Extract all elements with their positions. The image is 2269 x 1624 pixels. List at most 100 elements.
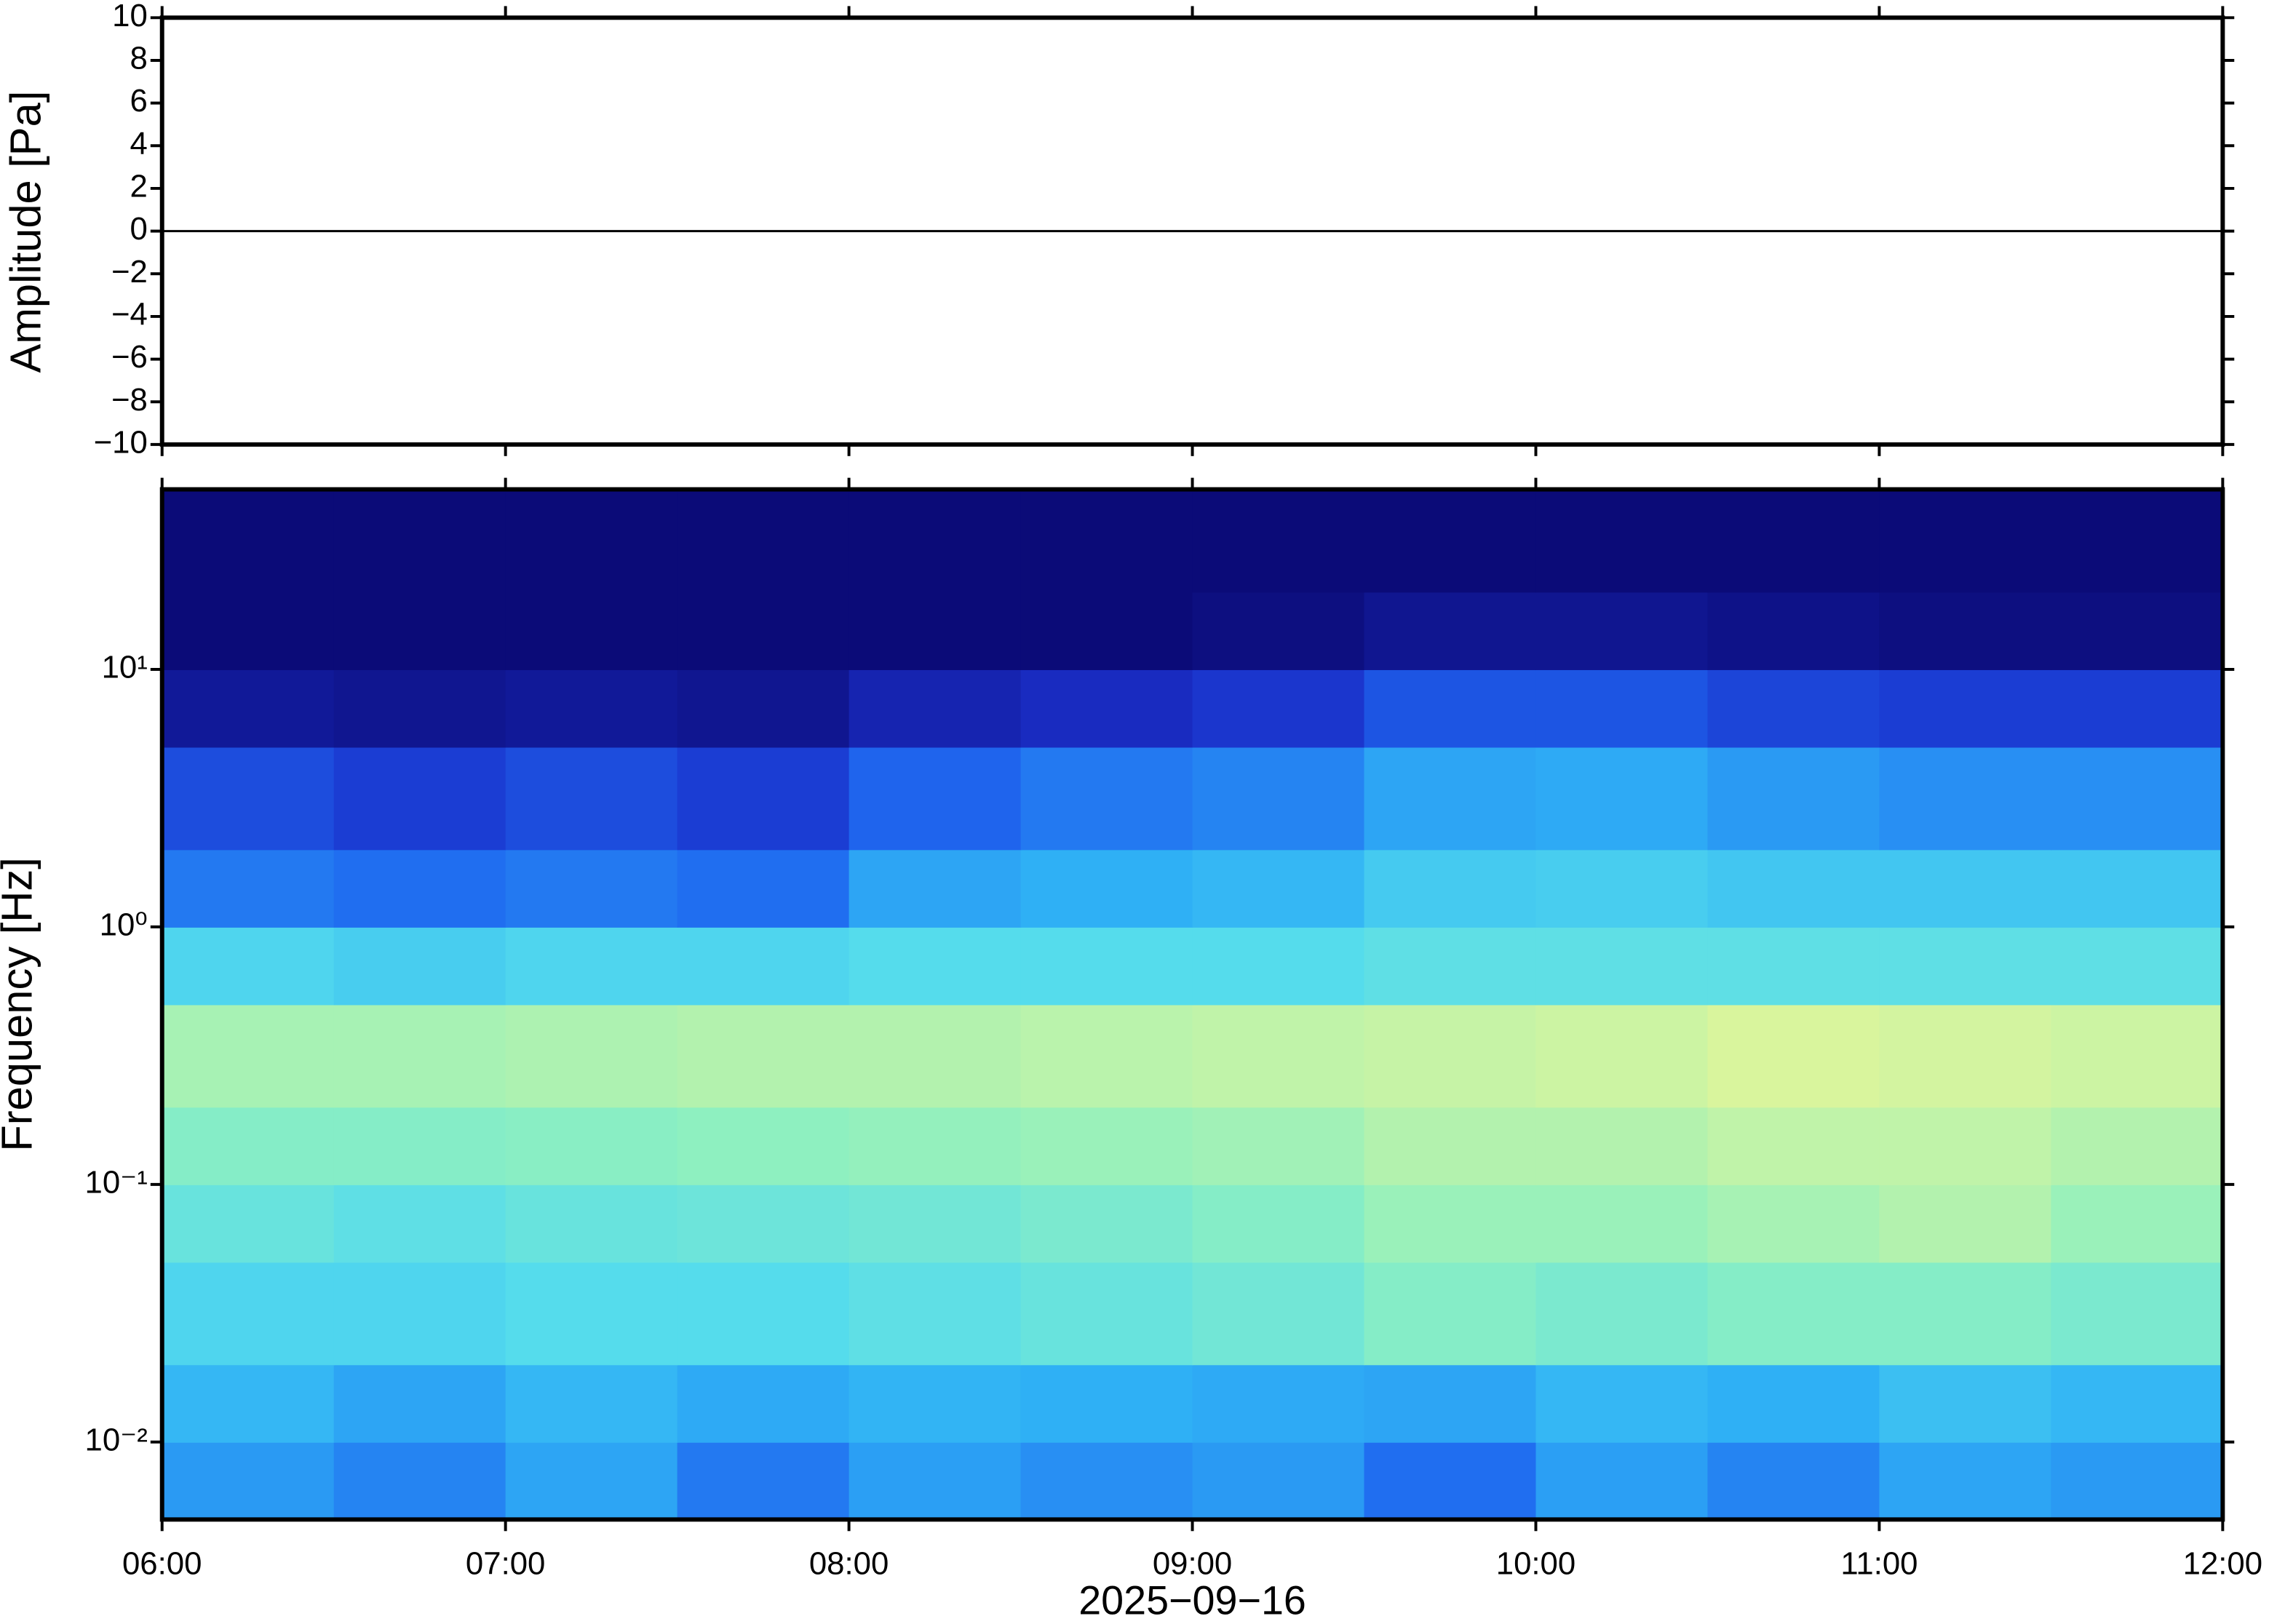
spectrogram-cell [2051, 1184, 2224, 1263]
spectrogram-cell [1192, 1262, 1365, 1366]
spectrogram-cell [677, 1364, 850, 1443]
spectrogram-cell [849, 489, 1022, 593]
spectrogram-cell [2051, 592, 2224, 670]
spectrogram-cell [1020, 1441, 1193, 1521]
spectrogram-cell [1364, 1107, 1537, 1185]
spectrogram-cell [505, 1441, 678, 1521]
spectrogram-cell [505, 1107, 678, 1185]
spectrogram-cell [2051, 747, 2224, 851]
spectrogram-cell [1535, 849, 1709, 928]
spectrogram-cell [1020, 489, 1193, 593]
spectrogram-cell [1364, 747, 1537, 851]
spectrogram-cell [162, 592, 335, 670]
spectrogram-cell [1364, 926, 1537, 1006]
spectrogram-cell [333, 1184, 506, 1263]
y-axis-title: Frequency [Hz] [0, 857, 41, 1151]
spectrogram-cell [1364, 592, 1537, 670]
spectrogram-cell [1364, 1262, 1537, 1366]
spectrogram-cell [1192, 669, 1365, 748]
spectrogram-cell [1535, 1184, 1709, 1263]
spectrogram-cell [1364, 1004, 1537, 1108]
y-tick-label: −8 [111, 382, 148, 418]
spectrogram-cell [1707, 1364, 1880, 1443]
spectrogram-cell [1535, 1107, 1709, 1185]
spectrogram-cell [1707, 1184, 1880, 1263]
spectrogram-cell [1707, 926, 1880, 1006]
y-tick-label: 4 [130, 126, 148, 162]
spectrogram-cell [1020, 669, 1193, 748]
spectrogram-cell [1879, 592, 2052, 670]
spectrogram-cell [849, 669, 1022, 748]
spectrogram-cell [677, 747, 850, 851]
spectrogram-cell [1364, 489, 1537, 593]
spectrogram-cell [1020, 1184, 1193, 1263]
spectrogram-cell [162, 1004, 335, 1108]
spectrogram-cell [677, 1004, 850, 1108]
spectrogram-cell [1879, 489, 2052, 593]
spectrogram-cell [505, 849, 678, 928]
x-tick-label: 07:00 [466, 1546, 545, 1582]
spectrogram-cell [1879, 1441, 2052, 1521]
spectrogram-cell [1535, 747, 1709, 851]
spectrogram-cell [2051, 489, 2224, 593]
spectrogram-cell [162, 489, 335, 593]
spectrogram-cell [1879, 669, 2052, 748]
spectrogram-cell [505, 592, 678, 670]
spectrogram-cell [1020, 1262, 1193, 1366]
spectrogram-cell [2051, 849, 2224, 928]
spectrogram-cell [2051, 669, 2224, 748]
spectrogram-cell [1020, 1107, 1193, 1185]
spectrogram-cell [677, 669, 850, 748]
spectrogram-cell [1535, 592, 1709, 670]
spectrogram-cell [677, 1441, 850, 1521]
spectrogram-cell [1707, 747, 1880, 851]
spectrogram-cell [849, 1262, 1022, 1366]
spectrogram-cell [1364, 669, 1537, 748]
spectrogram-cell [1707, 1262, 1880, 1366]
spectrogram-cell [1364, 849, 1537, 928]
spectrogram-cell [1535, 1441, 1709, 1521]
spectrogram-cell [1364, 1441, 1537, 1521]
spectrogram-cell [1879, 926, 2052, 1006]
spectrogram-cell [162, 1364, 335, 1443]
spectrogram-cell [1192, 592, 1365, 670]
spectrogram-cell [162, 849, 335, 928]
y-tick-label: −10 [94, 424, 148, 460]
spectrogram-cell [505, 669, 678, 748]
spectrogram-cell [505, 1004, 678, 1108]
spectrogram-cell [1879, 1004, 2052, 1108]
spectrogram-cell [1192, 1364, 1365, 1443]
spectrogram-cell [505, 489, 678, 593]
y-tick-label: 10 [112, 0, 148, 33]
spectrogram-cell [1707, 669, 1880, 748]
spectrogram-cell [1535, 926, 1709, 1006]
x-axis-title: 2025−09−16 [1078, 1577, 1306, 1623]
spectrogram-cell [1192, 1004, 1365, 1108]
spectrogram-cell [333, 1364, 506, 1443]
spectrogram-cell [1535, 669, 1709, 748]
spectrogram-cell [333, 1441, 506, 1521]
spectrogram-cell [333, 747, 506, 851]
y-tick-label: 8 [130, 41, 148, 76]
spectrogram-cell [1707, 1441, 1880, 1521]
spectrogram-cell [677, 926, 850, 1006]
spectrogram-cell [162, 926, 335, 1006]
spectrogram-cell [1192, 489, 1365, 593]
spectrogram-cell [849, 1441, 1022, 1521]
spectrogram-cell [1192, 1107, 1365, 1185]
spectrogram-cell [1535, 1262, 1709, 1366]
x-tick-label: 12:00 [2183, 1546, 2262, 1582]
spectrogram-cell [333, 1107, 506, 1185]
spectrogram-cell [1020, 849, 1193, 928]
spectrogram-cell [1707, 1107, 1880, 1185]
spectrogram-cell [333, 669, 506, 748]
spectrogram-cell [677, 1262, 850, 1366]
y-tick-label: 2 [130, 168, 148, 204]
spectrogram-cell [849, 1184, 1022, 1263]
y-tick-label: 6 [130, 83, 148, 119]
y-tick-label: −6 [111, 339, 148, 375]
x-tick-label: 09:00 [1153, 1546, 1232, 1582]
spectrogram-cell [2051, 1107, 2224, 1185]
spectrogram-cell [162, 669, 335, 748]
